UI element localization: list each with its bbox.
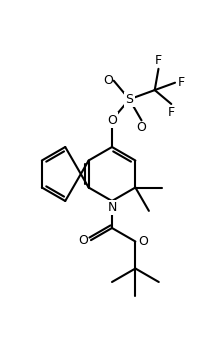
Text: O: O	[78, 234, 88, 247]
Text: F: F	[155, 54, 162, 67]
Text: O: O	[138, 235, 148, 248]
Text: F: F	[178, 76, 185, 89]
Text: O: O	[107, 113, 117, 126]
Text: O: O	[137, 121, 147, 134]
Text: S: S	[125, 93, 133, 106]
Text: N: N	[107, 201, 117, 214]
Text: O: O	[103, 74, 113, 87]
Text: F: F	[168, 106, 175, 119]
